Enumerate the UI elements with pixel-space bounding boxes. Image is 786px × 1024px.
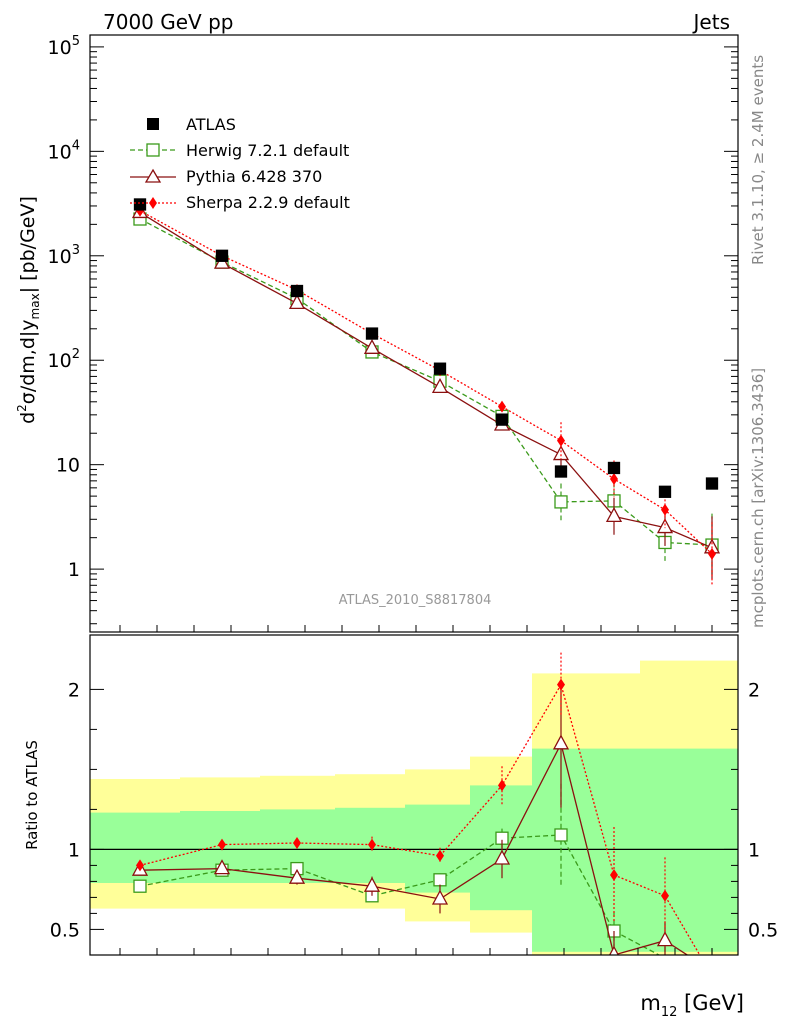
ratio-series-group <box>131 652 713 955</box>
pythia-ratio-point <box>656 931 674 947</box>
legend-label-herwig: Herwig 7.2.1 default <box>186 141 349 160</box>
legend-marker-herwig <box>146 143 160 157</box>
main-y-axis-title: d2σ/dm,d|ymax| [pb/GeV] <box>15 196 42 424</box>
ratio-tick-label-left: 2 <box>68 679 80 701</box>
sherpa-ratio-point <box>136 859 144 872</box>
ratio-tick-label-left: 0.5 <box>50 919 80 941</box>
ratio-frame <box>89 634 739 956</box>
header-left: 7000 GeV pp <box>103 10 234 34</box>
sherpa-ratio-point <box>293 837 301 849</box>
atlas-point <box>365 327 379 340</box>
ratio-axis-ticks: 0.5 0.5 1 1 2 2 <box>50 679 778 955</box>
sherpa-ratio-point <box>218 838 226 851</box>
sherpa-point <box>708 547 716 560</box>
y-tick-label: 10 <box>56 455 80 477</box>
pythia-ratio-point <box>493 849 511 865</box>
atlas-point <box>215 249 229 262</box>
herwig-ratio-point <box>554 828 568 842</box>
herwig-ratio-point <box>433 873 447 887</box>
pythia-ratio-point <box>213 859 231 875</box>
ratio-tick-label-left: 1 <box>68 839 80 861</box>
ratio-y-axis-title: Ratio to ATLAS <box>23 740 41 850</box>
legend-marker-atlas <box>147 118 159 130</box>
y-tick-label: 105 <box>48 34 80 59</box>
sherpa-point <box>557 434 565 447</box>
y-tick-label: 103 <box>48 243 80 268</box>
pythia-ratio-point <box>608 945 620 955</box>
ratio-series-line <box>139 741 689 955</box>
atlas-point <box>607 461 621 475</box>
pythia-point <box>431 377 449 393</box>
sherpa-point <box>661 503 669 516</box>
atlas-point <box>290 284 304 298</box>
atlas-point <box>554 465 568 478</box>
pythia-ratio-point <box>288 868 306 884</box>
sherpa-ratio-point <box>557 678 565 691</box>
side-label-bottom: mcplots.cern.ch [arXiv:1306.3436] <box>749 368 767 628</box>
watermark: ATLAS_2010_S8817804 <box>339 593 492 608</box>
atlas-point <box>658 485 672 498</box>
atlas-point <box>495 413 509 426</box>
legend: ATLAS Herwig 7.2.1 default Pythia 6.428 … <box>130 115 350 212</box>
y-tick-label: 104 <box>48 138 80 163</box>
sherpa-ratio-point <box>610 869 618 881</box>
y-tick-label: 1 <box>68 559 80 581</box>
band-inner <box>640 748 688 952</box>
band-inner <box>590 748 640 952</box>
pythia-point <box>363 338 381 354</box>
atlas-point <box>433 362 447 375</box>
sherpa-ratio-point <box>661 889 669 902</box>
pythia-point <box>656 518 674 534</box>
herwig-point <box>554 495 568 509</box>
atlas-point <box>133 198 147 211</box>
atlas-point <box>705 477 719 490</box>
legend-label-pythia: Pythia 6.428 370 <box>186 167 322 186</box>
legend-label-sherpa: Sherpa 2.2.9 default <box>186 193 350 212</box>
legend-marker-pythia <box>144 168 162 183</box>
y-tick-label: 102 <box>48 347 80 372</box>
herwig-ratio-point <box>133 879 147 893</box>
main-plot-layer <box>131 198 721 586</box>
pythia-point <box>552 445 570 461</box>
legend-label-atlas: ATLAS <box>186 115 236 134</box>
band-inner <box>688 748 738 952</box>
legend-marker-sherpa <box>149 197 157 209</box>
side-label-top: Rivet 3.1.10, ≥ 2.4M events <box>749 55 767 265</box>
sherpa-ratio-point <box>368 838 376 851</box>
sherpa-point <box>610 472 618 485</box>
x-axis-title: m12 [GeV] <box>640 991 744 1020</box>
main-series-group <box>131 198 721 586</box>
pythia-ratio-point <box>431 889 449 905</box>
ratio-tick-label-right: 0.5 <box>748 919 778 941</box>
main-frame <box>89 34 739 633</box>
ratio-tick-label-right: 1 <box>748 839 760 861</box>
pythia-point <box>288 294 306 310</box>
sherpa-ratio-point <box>498 779 506 792</box>
series-line <box>139 211 713 549</box>
ratio-tick-label-right: 2 <box>748 679 760 701</box>
sherpa-point <box>498 400 506 413</box>
pythia-point <box>605 506 623 523</box>
sherpa-ratio-point <box>436 849 444 862</box>
pythia-ratio-point <box>552 734 570 750</box>
header-right: Jets <box>692 10 730 34</box>
pythia-ratio-point <box>363 876 381 892</box>
ratio-plot-layer <box>90 652 738 955</box>
band-inner <box>470 785 532 911</box>
ratio-series-line <box>139 834 661 955</box>
